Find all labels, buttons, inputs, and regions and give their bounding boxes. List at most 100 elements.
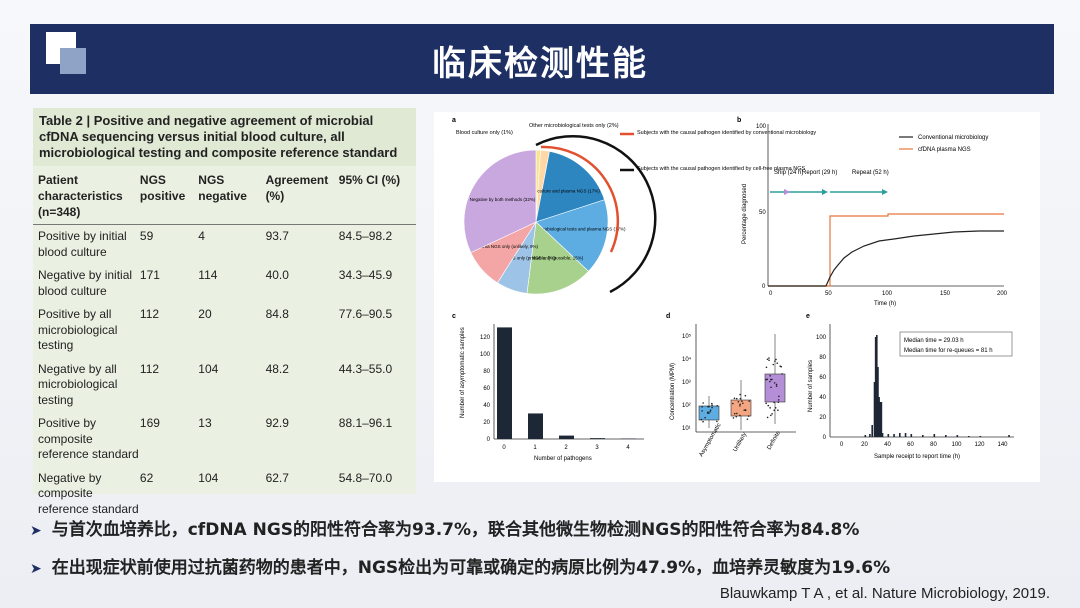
scatter-point xyxy=(777,399,780,401)
hist-bar xyxy=(893,434,895,437)
scatter-point xyxy=(747,415,750,417)
hist-note: Median time for re-queues = 81 h xyxy=(904,348,993,354)
hist-y-label: Number of samples xyxy=(808,360,814,412)
hist-bar xyxy=(877,367,879,437)
citation: Blauwkamp T A , et al. Nature Microbiolo… xyxy=(719,585,1050,602)
scatter-point xyxy=(701,410,703,412)
y-tick: 40 xyxy=(819,395,826,401)
scatter-point xyxy=(702,420,704,423)
scatter-point xyxy=(746,418,749,420)
arrow-bullet-icon: ➤ xyxy=(30,561,42,577)
cell: 93.7 xyxy=(265,229,289,243)
y-tick: 100 xyxy=(756,124,767,130)
hist-bar xyxy=(933,434,936,437)
x-tick: 50 xyxy=(825,291,832,297)
series-ngs-line xyxy=(768,213,1004,287)
panel-label-a: a xyxy=(452,117,456,124)
scatter-point xyxy=(772,363,775,366)
bar xyxy=(528,413,543,439)
hist-note: Median time = 29.03 h xyxy=(904,338,964,344)
bar xyxy=(497,327,512,439)
pie-slice xyxy=(463,149,537,254)
cell: 104 xyxy=(198,470,219,485)
cell: 92.9 xyxy=(265,416,289,430)
scatter-point xyxy=(739,405,741,407)
pie-arc-conventional xyxy=(540,145,620,253)
scatter-point xyxy=(711,404,713,406)
header-cell: NGS positive xyxy=(139,173,186,203)
scatter-point xyxy=(777,401,780,404)
figure-panel: a Blood culture only (1%) Other microbio… xyxy=(434,112,1040,482)
x-tick: 2 xyxy=(564,445,568,451)
y-tick: 80 xyxy=(483,369,490,375)
pie-label-other-tests-only: Other microbiological tests only (2%) xyxy=(529,123,619,129)
box-definite xyxy=(764,373,786,403)
scatter-point xyxy=(775,358,777,361)
box-scatter-points xyxy=(700,357,783,423)
scatter-point xyxy=(702,402,704,404)
bar xyxy=(590,438,605,439)
hist-bar xyxy=(956,435,959,437)
cell: 104 xyxy=(198,361,219,376)
scatter-point xyxy=(742,402,744,405)
table-row: Negative by composite reference standard… xyxy=(33,467,416,522)
hist-bar xyxy=(904,433,907,437)
y-tick: 10⁴ xyxy=(682,356,692,363)
scatter-point xyxy=(769,374,771,377)
cell: 54.8–70.0 xyxy=(338,470,393,485)
legend-conventional-line: Conventional microbiology xyxy=(918,135,988,141)
scatter-point xyxy=(709,409,712,412)
scatter-point xyxy=(769,380,771,383)
y-tick: 10³ xyxy=(682,380,691,386)
hist-bar xyxy=(979,436,982,437)
scatter-point xyxy=(768,357,770,359)
bar-y-label: Number of asymptomatic samples xyxy=(460,327,466,418)
line-y-label: Percentage diagnosed xyxy=(742,184,748,244)
scatter-point xyxy=(769,407,771,409)
scatter-point xyxy=(781,373,783,375)
scatter-point xyxy=(768,359,770,362)
annotation-report: Report (29 h) xyxy=(802,170,837,176)
scatter-point xyxy=(741,400,743,403)
box-category: Asymptomatic xyxy=(699,422,723,458)
cell: 114 xyxy=(198,268,218,282)
x-tick: 20 xyxy=(861,442,868,448)
y-tick: 60 xyxy=(483,386,490,392)
scatter-point xyxy=(735,397,738,400)
scatter-point xyxy=(779,365,782,367)
header-cell: NGS negative xyxy=(198,173,247,203)
agreement-table: Table 2 | Positive and negative agreemen… xyxy=(33,108,416,516)
pie-slice-label: Plasma NGS only (probable, 7%) xyxy=(489,255,556,260)
arrowhead-report xyxy=(822,189,828,195)
scatter-point xyxy=(765,366,768,369)
hist-bar xyxy=(968,436,970,437)
box-y-label: Concentration (MPM) xyxy=(670,363,676,420)
cell: 44.3–55.0 xyxy=(338,361,393,376)
x-tick: 140 xyxy=(997,442,1008,448)
scatter-point xyxy=(743,409,746,411)
y-tick: 10² xyxy=(682,403,691,409)
title-banner xyxy=(30,24,1054,94)
line-x-label: Time (h) xyxy=(874,301,896,307)
cell: 59 xyxy=(139,229,154,243)
scatter-point xyxy=(776,362,779,364)
pie-slice-label: Blood culture and plasma NGS (17%) xyxy=(525,188,601,193)
scatter-point xyxy=(711,402,713,405)
hist-bar xyxy=(873,382,876,437)
arrowhead-repeat xyxy=(882,189,888,195)
x-tick: 0 xyxy=(502,445,506,451)
pie-chart: Blood culture and plasma NGS (17%) Other … xyxy=(463,149,626,295)
hist-bar xyxy=(869,434,871,437)
hist-bar xyxy=(864,435,867,437)
x-tick: 100 xyxy=(951,442,962,448)
bullet-text: 在出现症状前使用过抗菌药物的患者中，NGS检出为可靠或确定的病原比例为47.9%… xyxy=(51,558,891,578)
pie-slice-label: Plasma NGS only (unlikely, 9%) xyxy=(475,244,539,249)
x-tick: 150 xyxy=(940,291,951,297)
scatter-point xyxy=(708,412,710,415)
x-tick: 100 xyxy=(882,291,893,297)
hist-bar xyxy=(945,435,947,437)
cell: 112 xyxy=(139,361,160,376)
pie-arc-ngs xyxy=(535,134,657,294)
hist-bar xyxy=(871,425,873,437)
table-row: Positive by all microbiological testing 1… xyxy=(33,303,416,358)
